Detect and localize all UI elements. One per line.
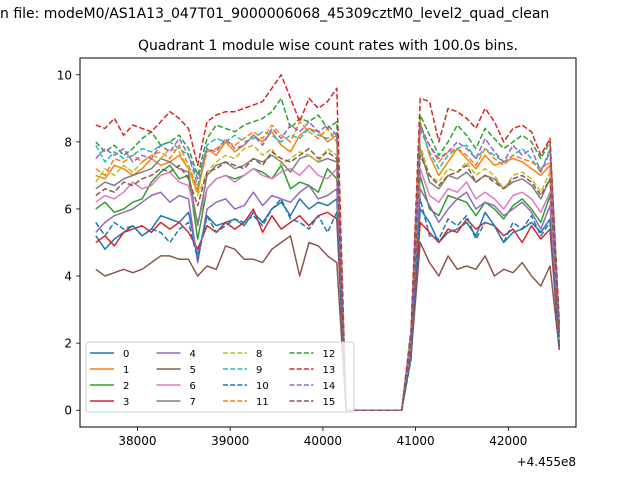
legend-label: 3	[123, 397, 129, 408]
legend-label: 6	[190, 381, 196, 392]
y-tick-label: 6	[64, 202, 72, 216]
series-line-14	[95, 120, 561, 411]
series-line-9	[95, 127, 561, 411]
series-line-4	[95, 184, 561, 411]
y-tick-label: 2	[64, 337, 72, 351]
legend-label: 9	[256, 365, 262, 376]
series-line-0	[95, 198, 561, 411]
series-line-1	[95, 120, 561, 411]
chart-title: Quadrant 1 module wise count rates with …	[138, 38, 518, 54]
plot-lines	[95, 74, 561, 411]
x-tick-label: 39000	[211, 434, 249, 448]
legend-label: 14	[323, 381, 336, 392]
legend-label: 15	[323, 397, 336, 408]
y-tick-label: 0	[64, 404, 72, 418]
legend-label: 12	[323, 349, 336, 360]
x-tick-label: 40000	[304, 434, 342, 448]
series-line-3	[95, 208, 561, 411]
x-tick-label: 41000	[397, 434, 435, 448]
series-line-12	[95, 97, 561, 411]
series-line-8	[95, 144, 561, 411]
legend-label: 5	[190, 365, 196, 376]
legend-label: 1	[123, 365, 129, 376]
suptitle: n file: modeM0/AS1A13_047T01_9000006068_…	[0, 6, 549, 22]
legend-label: 4	[190, 349, 196, 360]
x-tick-label: 38000	[118, 434, 156, 448]
y-tick-label: 10	[57, 68, 72, 82]
legend-label: 0	[123, 349, 129, 360]
x-tick-label: 42000	[489, 434, 527, 448]
series-line-5	[95, 235, 561, 411]
legend-label: 2	[123, 381, 129, 392]
axes-frame	[79, 57, 577, 428]
x-offset-label: +4.455e8	[517, 455, 576, 469]
series-line-15	[95, 147, 561, 411]
y-tick-label: 4	[64, 270, 72, 284]
legend-label: 13	[323, 365, 336, 376]
series-line-6	[95, 164, 561, 411]
legend-label: 10	[256, 381, 269, 392]
legend-label: 8	[256, 349, 262, 360]
legend-box	[85, 341, 355, 413]
y-axis: 0 2 4 6 8 10	[57, 68, 80, 418]
x-axis: 38000 39000 40000 41000 42000	[118, 427, 527, 448]
series-line-13	[95, 74, 561, 411]
legend-label: 7	[190, 397, 196, 408]
series-line-7	[95, 147, 561, 411]
y-tick-label: 8	[64, 135, 72, 149]
series-line-10	[95, 198, 561, 411]
legend-label: 11	[256, 397, 269, 408]
